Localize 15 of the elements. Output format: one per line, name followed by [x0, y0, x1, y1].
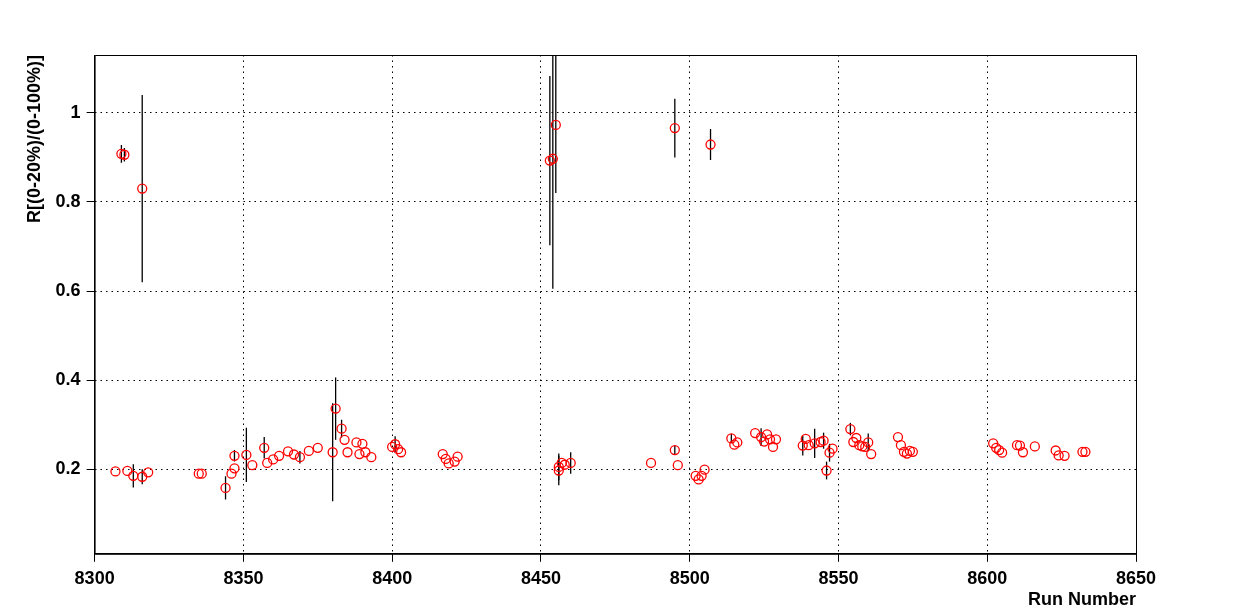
- y-tick-label: 0.8: [55, 190, 81, 211]
- y-tick-label: 0.2: [55, 458, 81, 479]
- x-tick-label: 8550: [818, 567, 859, 588]
- y-tick-label: 1: [70, 101, 81, 122]
- y-axis-title: R[(0-20%)/(0-100%)]: [23, 55, 44, 224]
- x-tick-label: 8450: [520, 567, 561, 588]
- x-tick-label: 8400: [372, 567, 413, 588]
- x-tick-label: 8350: [223, 567, 264, 588]
- y-tick-label: 0.4: [55, 369, 81, 390]
- y-tick-label: 0.6: [55, 280, 81, 301]
- x-tick-label: 8650: [1115, 567, 1157, 588]
- x-tick-label: 8300: [74, 567, 115, 588]
- x-tick-label: 8500: [669, 567, 710, 588]
- x-axis-title: Run Number: [1028, 589, 1136, 610]
- x-tick-label: 8600: [967, 567, 1008, 588]
